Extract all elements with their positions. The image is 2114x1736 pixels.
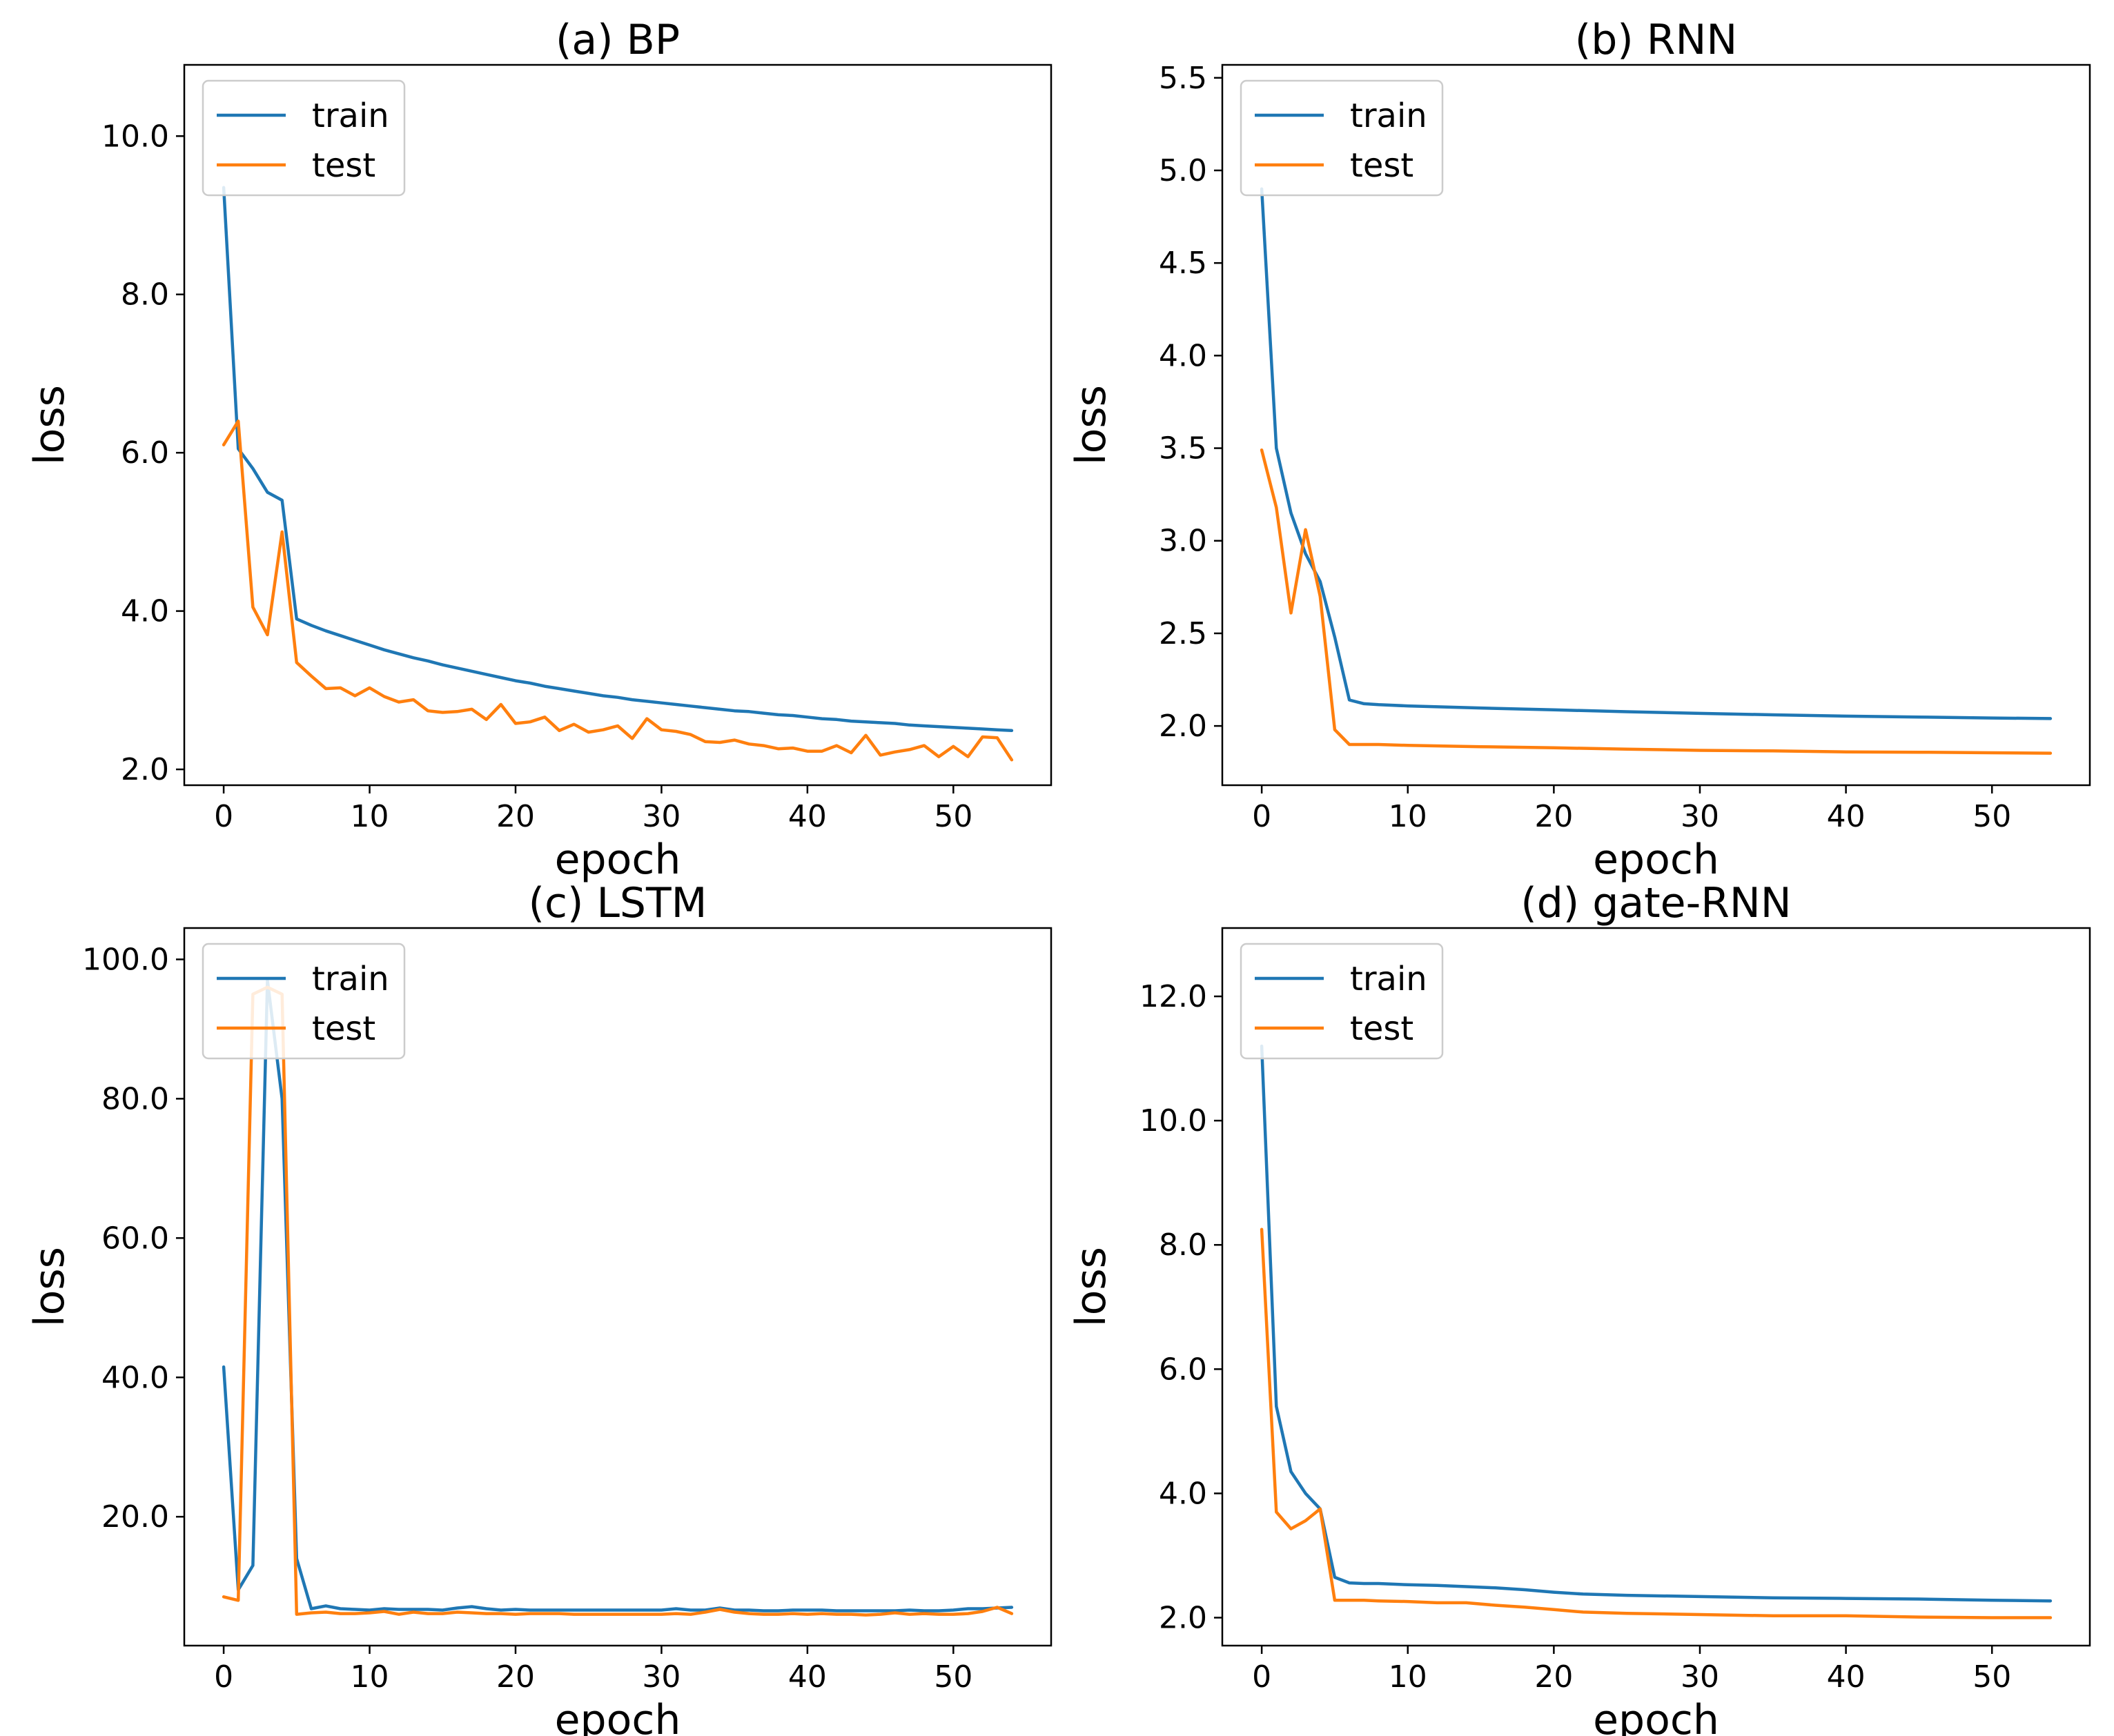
x-tick-label: 40 [788,799,827,834]
legend-frame [1240,943,1444,1060]
chart-title: (b) RNN [1575,16,1737,64]
x-tick-label: 40 [1827,799,1866,834]
y-tick-label: 3.5 [1159,431,1207,466]
plot-frame [1221,927,2091,1647]
y-tick-label: 80.0 [101,1081,169,1116]
y-tick-label: 5.0 [1159,153,1207,188]
y-tick-label: 20.0 [101,1499,169,1535]
x-axis-label: epoch [1593,1696,1719,1736]
y-axis-label: loss [26,1247,74,1327]
x-tick-label: 0 [214,1659,233,1695]
y-tick-label: 6.0 [121,435,169,471]
plot-frame [183,63,1053,787]
legend: train test [1240,943,1444,1060]
legend: train test [202,79,406,197]
legend-frame [202,943,406,1060]
legend: train test [202,943,406,1060]
x-tick-label: 20 [1534,799,1573,834]
y-tick-label: 4.0 [121,594,169,629]
x-tick-label: 0 [1252,799,1271,834]
chart-panel-c: 0 10 20 30 40 50 20.0 40.0 60.0 80.0 100.0 (c) LSTM… [26,879,1053,1736]
legend-label-train: train [312,960,389,998]
chart-title: (a) BP [556,16,680,64]
y-tick-label: 8.0 [1159,1227,1207,1263]
x-axis-label: epoch [555,836,681,884]
x-tick-label: 10 [1389,1659,1427,1695]
x-tick-label: 20 [1534,1659,1573,1695]
y-tick-label: 60.0 [101,1221,169,1256]
test-line [1260,1227,2053,1619]
legend-label-train: train [312,97,389,135]
y-tick-label: 2.0 [121,752,169,787]
chart-title: (d) gate-RNN [1520,879,1791,927]
x-tick-label: 10 [351,1659,389,1695]
legend: train test [1240,79,1444,197]
chart-title: (c) LSTM [529,879,707,927]
legend-label-test: test [312,146,375,185]
legend-label-train: train [1350,960,1427,998]
y-tick-label: 3.0 [1159,524,1207,559]
y-tick-label: 6.0 [1159,1352,1207,1387]
train-line [1260,187,2053,720]
y-tick-label: 8.0 [121,277,169,313]
legend-label-test: test [1350,1009,1413,1048]
y-tick-label: 4.0 [1159,338,1207,373]
y-tick-label: 2.0 [1159,1600,1207,1635]
x-tick-label: 10 [1389,799,1427,834]
test-line [222,420,1014,762]
test-line [1260,448,2053,755]
y-tick-label: 40.0 [101,1360,169,1395]
x-tick-label: 30 [642,799,681,834]
y-tick-label: 100.0 [82,942,169,977]
y-axis-label: loss [1067,385,1115,465]
train-line [1260,1044,2053,1603]
y-tick-label: 10.0 [101,119,169,154]
x-tick-label: 30 [1681,799,1719,834]
y-axis-label: loss [1067,1247,1115,1327]
x-tick-label: 50 [1973,799,2011,834]
y-tick-label: 4.5 [1159,246,1207,281]
train-line [222,186,1014,733]
plot-frame [183,927,1053,1647]
legend-frame [202,79,406,197]
chart-panel-d: 0 10 20 30 40 50 2.0 4.0 6.0 8.0 10.0 12.0 (d) gate-… [1067,879,2091,1736]
y-tick-label: 2.0 [1159,709,1207,744]
x-tick-label: 10 [351,799,389,834]
y-tick-label: 10.0 [1139,1103,1207,1138]
x-tick-label: 40 [1827,1659,1866,1695]
x-tick-label: 20 [496,1659,535,1695]
chart-panels: 0 10 20 30 40 50 2.0 4.0 6.0 8.0 10.0 (a) BP epoch lo… [26,16,2091,1736]
x-tick-label: 30 [1681,1659,1719,1695]
legend-frame [1240,79,1444,197]
plot-frame [1221,63,2091,787]
chart-panel-a: 0 10 20 30 40 50 2.0 4.0 6.0 8.0 10.0 (a) BP epoch lo… [26,16,1053,884]
test-line [222,985,1014,1617]
x-axis-label: epoch [1593,836,1719,884]
legend-label-test: test [1350,146,1413,185]
chart-panel-b: 0 10 20 30 40 50 2.0 2.5 3.0 3.5 4.0 4.5 5.0 5.5 (b) R… [1067,16,2091,884]
x-tick-label: 40 [788,1659,827,1695]
y-axis-label: loss [26,385,74,465]
series-group [222,978,1014,1617]
legend-label-test: test [312,1009,375,1048]
series-group [222,186,1014,762]
x-tick-label: 50 [934,1659,972,1695]
x-tick-label: 50 [1973,1659,2011,1695]
x-tick-label: 50 [934,799,972,834]
series-group [1260,1044,2053,1619]
x-tick-label: 20 [496,799,535,834]
y-tick-label: 12.0 [1139,979,1207,1014]
series-group [1260,187,2053,755]
x-tick-label: 30 [642,1659,681,1695]
x-axis-label: epoch [555,1696,681,1736]
y-tick-label: 4.0 [1159,1476,1207,1511]
x-tick-label: 0 [1252,1659,1271,1695]
legend-label-train: train [1350,97,1427,135]
train-line [222,978,1014,1612]
y-tick-label: 5.5 [1159,61,1207,96]
y-tick-label: 2.5 [1159,616,1207,651]
x-tick-label: 0 [214,799,233,834]
